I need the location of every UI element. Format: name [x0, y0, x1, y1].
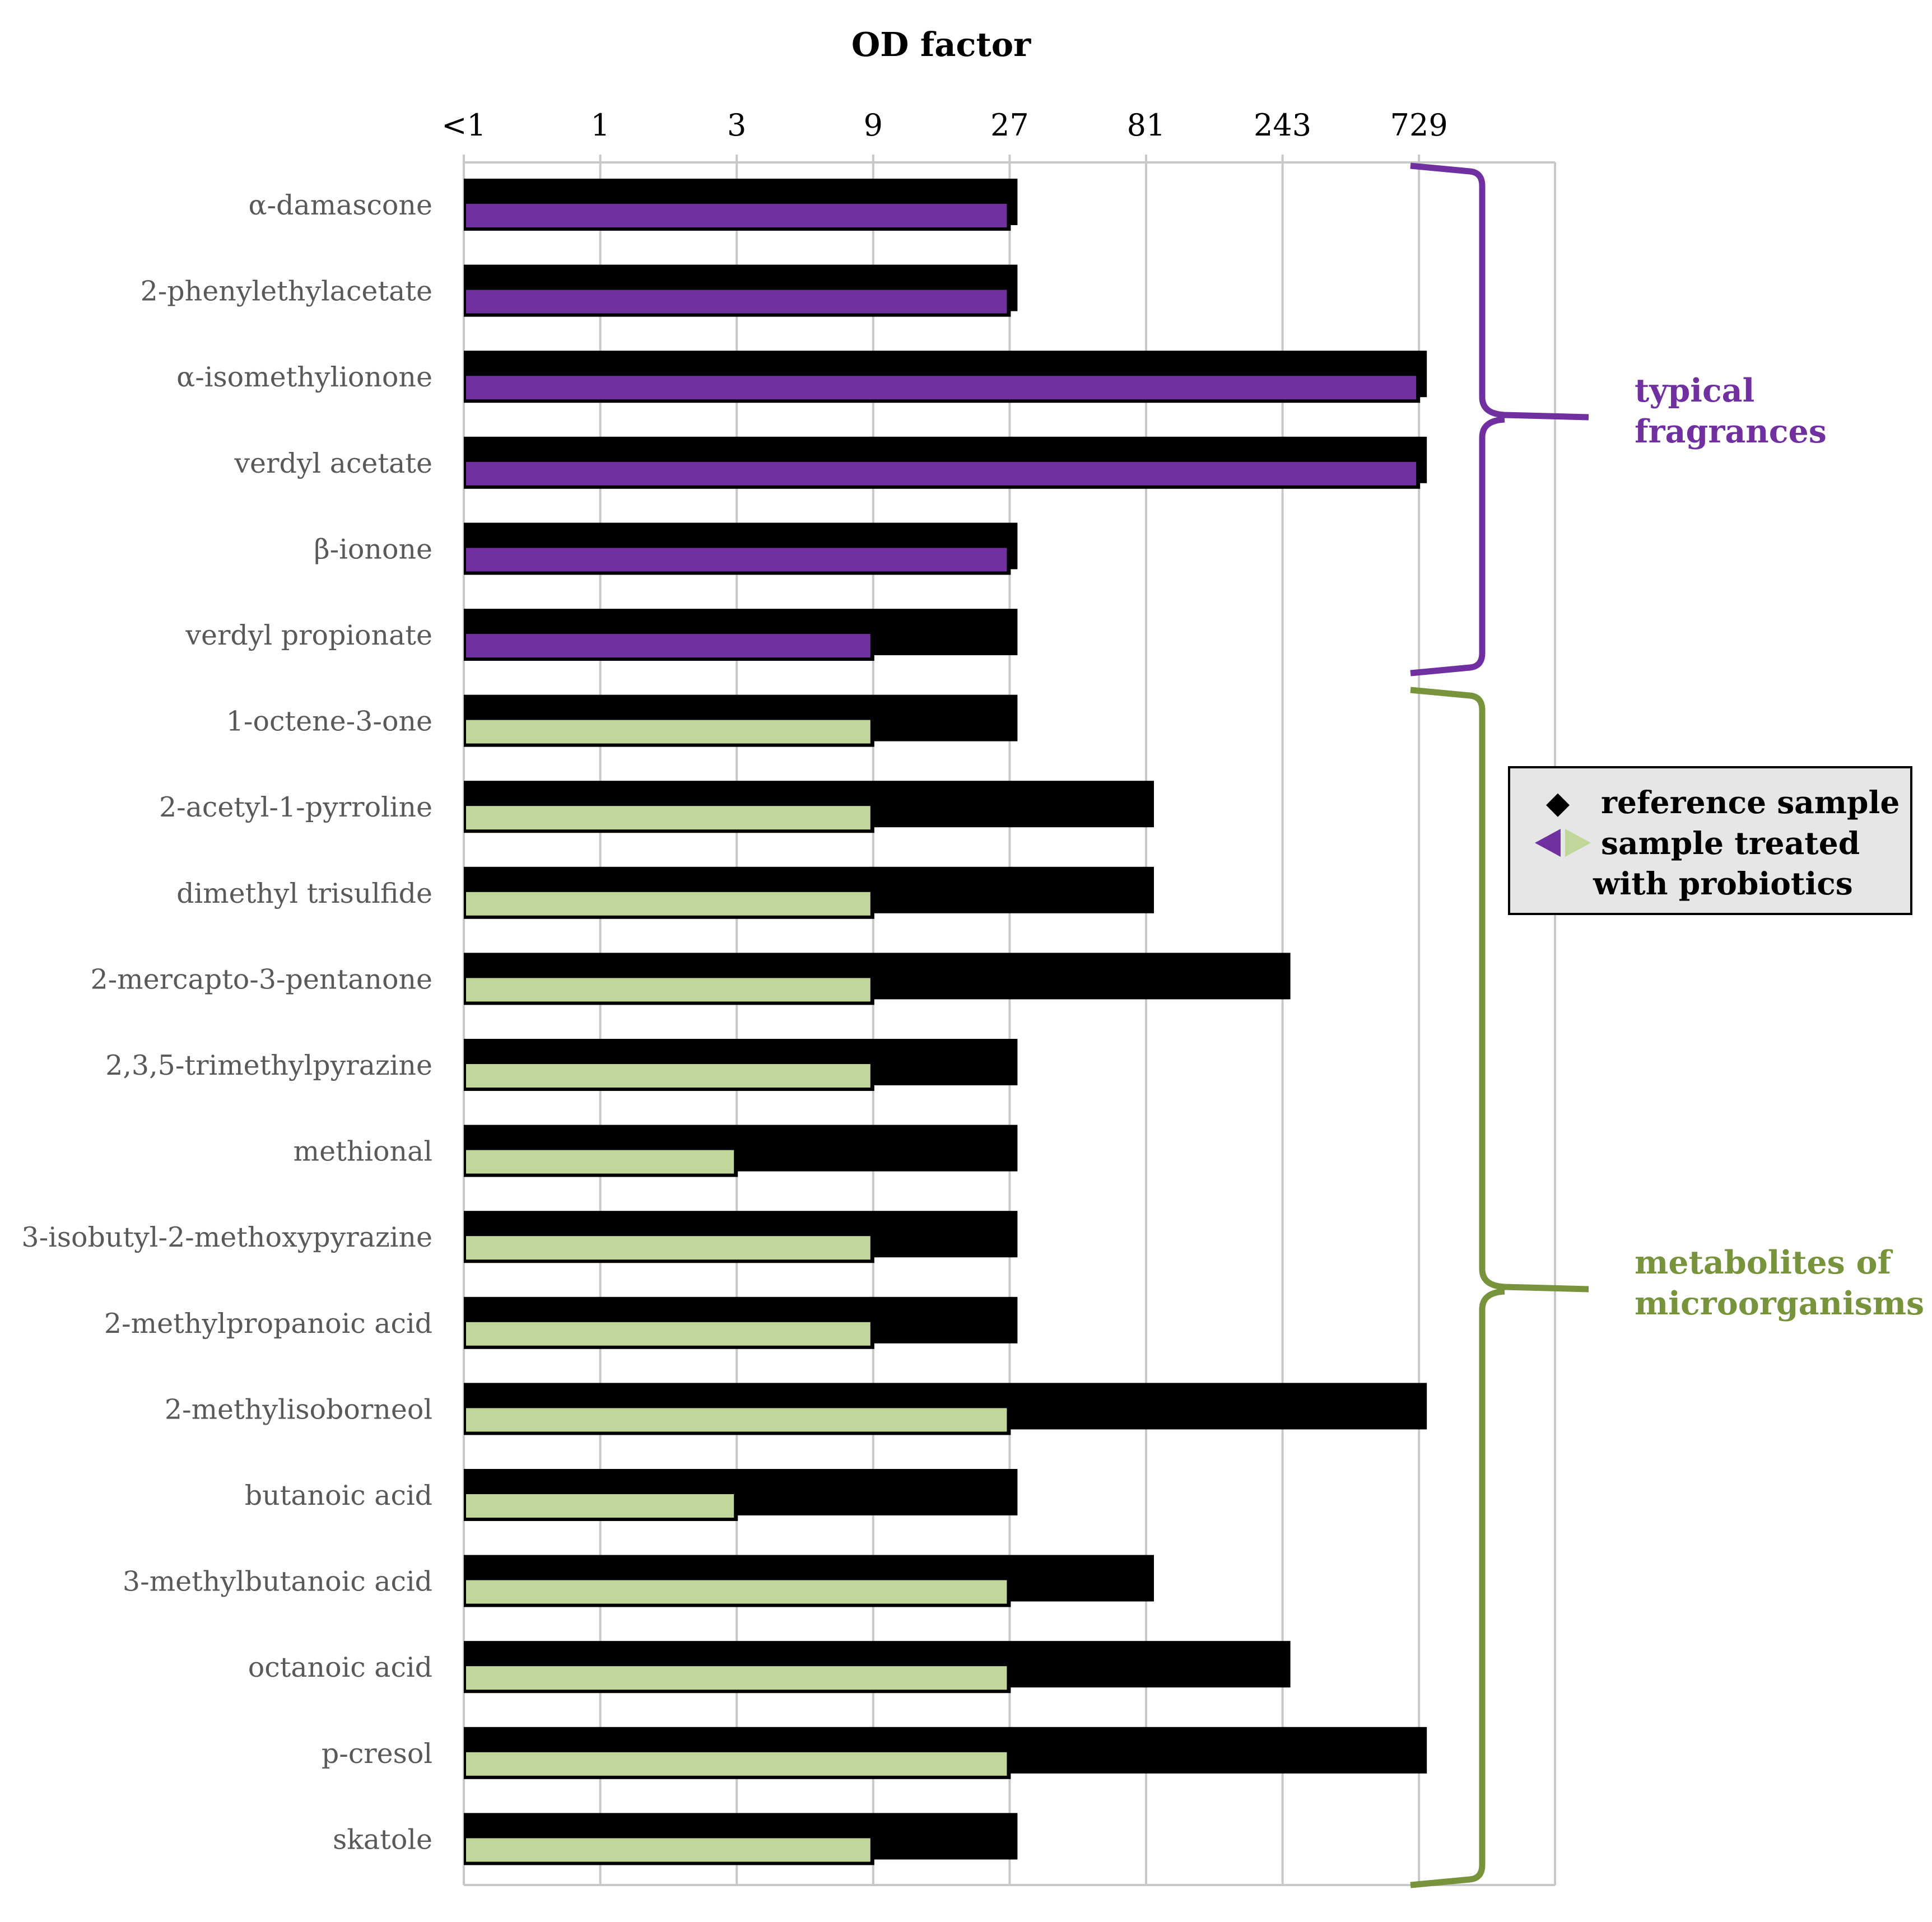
- tick-label: 81: [1127, 108, 1166, 143]
- category-label-2-mercapto-3-pentanone: 2-mercapto-3-pentanone: [90, 963, 432, 995]
- x-axis-ticks: <1 1 3 9 27 81 243 729: [441, 108, 1448, 143]
- tick-label: <1: [441, 108, 486, 143]
- treated-bar: [466, 720, 870, 744]
- legend-symbol-treated-green: [1565, 829, 1591, 857]
- category-label-2-acetyl-1-pyrroline: 2-acetyl-1-pyrroline: [159, 791, 432, 823]
- treated-bar: [466, 1580, 1007, 1604]
- treated-bar: [466, 290, 1007, 314]
- tick-label: 27: [990, 108, 1029, 143]
- group-braces: typical fragrances metabolites of microorga…: [1410, 162, 1924, 1888]
- legend: ◆ reference sample sample treated with prob…: [1508, 766, 1912, 915]
- treated-bar: [466, 1838, 870, 1862]
- legend-symbol-reference: ◆: [1546, 784, 1570, 820]
- tick-label: 729: [1390, 108, 1448, 143]
- category-label-2-3-5-trimethylpyrazine: 2,3,5-trimethylpyrazine: [105, 1049, 432, 1081]
- treated-bar: [466, 461, 1417, 486]
- category-label-2-methylpropanoic-acid: 2-methylpropanoic acid: [104, 1308, 432, 1340]
- treated-bar: [466, 204, 1007, 227]
- treated-bar: [466, 1666, 1007, 1690]
- tick-label: 243: [1254, 108, 1311, 143]
- tick-label: 3: [727, 108, 746, 143]
- treated-bar: [466, 1494, 734, 1518]
- category-label-skatole: skatole: [333, 1823, 432, 1855]
- treated-bar: [466, 1408, 1007, 1432]
- category-label-verdyl-propionate: verdyl propionate: [185, 619, 432, 651]
- category-labels: α-damascone 2-phenylethylacetate α-isometh…: [21, 189, 432, 1855]
- category-label-methional: methional: [294, 1136, 432, 1168]
- group-label-line: microorganisms: [1635, 1285, 1924, 1322]
- bars: [464, 179, 1427, 1865]
- category-label-1-octene-3-one: 1-octene-3-one: [226, 706, 432, 738]
- category-label-ionone: β-ionone: [314, 533, 432, 565]
- treated-bar: [466, 978, 870, 1002]
- group-brace-typical-fragrances: [1410, 162, 1589, 677]
- treated-bar: [466, 1150, 734, 1174]
- legend-label-reference: reference sample: [1601, 784, 1900, 820]
- category-label-damascone: α-damascone: [248, 189, 432, 221]
- group-label-line: metabolites of: [1635, 1244, 1893, 1281]
- gridlines: [463, 155, 1556, 1886]
- chart-title: OD factor: [851, 25, 1031, 64]
- tick-label: 9: [864, 108, 883, 143]
- treated-bar: [466, 892, 870, 916]
- group-label-line: fragrances: [1635, 413, 1827, 450]
- group-brace-metabolites-of-microorganisms: [1410, 687, 1589, 1888]
- category-label-octanoic-acid: octanoic acid: [248, 1652, 432, 1683]
- treated-bar: [466, 1064, 870, 1088]
- category-label-p-cresol: p-cresol: [322, 1738, 432, 1770]
- tick-label: 1: [590, 108, 609, 143]
- legend-label-treated-line1: sample treated: [1601, 825, 1860, 861]
- category-label-2-methylisoborneol: 2-methylisoborneol: [165, 1393, 432, 1425]
- legend-label-treated-line2: with probiotics: [1593, 865, 1853, 902]
- category-label-3-methylbutanoic-acid: 3-methylbutanoic acid: [123, 1566, 432, 1598]
- category-label-isomethylionone: α-isomethylionone: [176, 361, 432, 393]
- category-label-3-isobutyl-2-methoxypyrazine: 3-isobutyl-2-methoxypyrazine: [21, 1221, 432, 1253]
- category-label-2-phenylethylacetate: 2-phenylethylacetate: [141, 276, 432, 307]
- category-label-dimethyl-trisulfide: dimethyl trisulfide: [176, 878, 432, 909]
- category-label-butanoic-acid: butanoic acid: [245, 1480, 432, 1512]
- category-label-verdyl-acetate: verdyl acetate: [234, 447, 432, 479]
- treated-bar: [466, 634, 870, 657]
- group-label-line: typical: [1635, 372, 1754, 409]
- legend-symbol-treated-purple: [1535, 829, 1561, 857]
- treated-bar: [466, 1236, 870, 1260]
- treated-bar: [466, 376, 1417, 400]
- treated-bar: [466, 806, 870, 830]
- treated-bar: [466, 1752, 1007, 1776]
- treated-bar: [466, 548, 1007, 572]
- treated-bar: [466, 1322, 870, 1346]
